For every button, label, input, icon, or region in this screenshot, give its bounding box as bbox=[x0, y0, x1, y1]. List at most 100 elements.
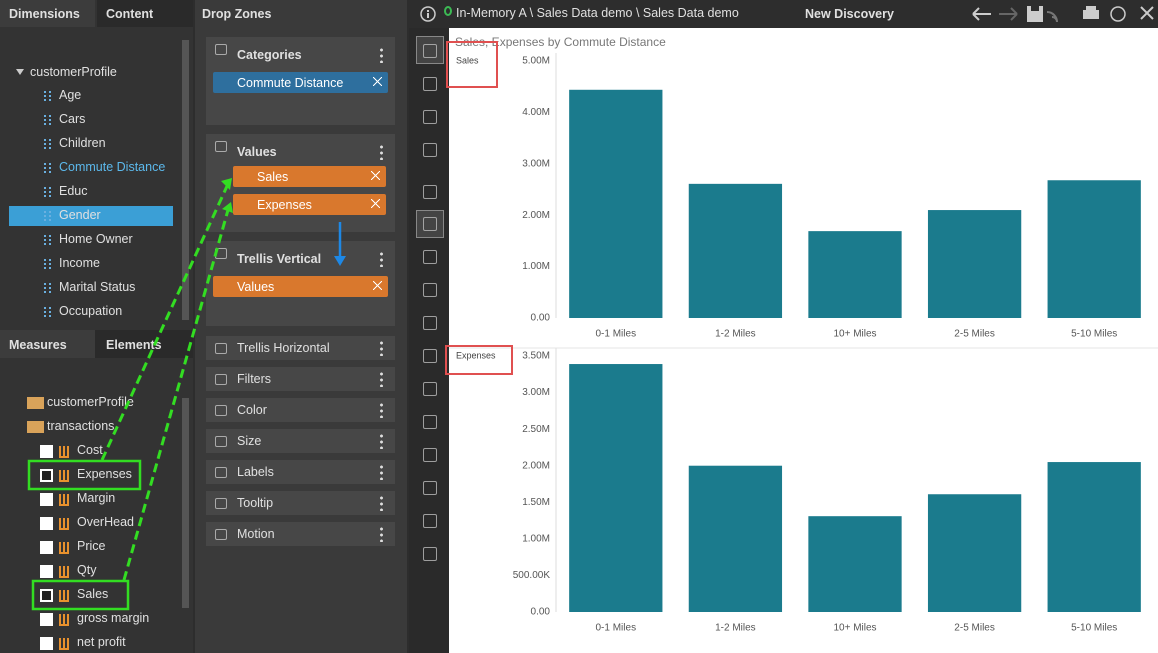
chip-remove[interactable] bbox=[371, 199, 380, 208]
zone-menu[interactable] bbox=[380, 340, 383, 356]
zone-label: Tooltip bbox=[237, 496, 273, 510]
tool-icon[interactable] bbox=[423, 217, 437, 231]
zone-menu[interactable] bbox=[380, 144, 383, 160]
zone-label: Size bbox=[237, 434, 261, 448]
folder[interactable]: customerProfile bbox=[47, 395, 134, 409]
checkbox[interactable] bbox=[40, 445, 53, 458]
zone-menu[interactable] bbox=[380, 495, 383, 511]
y-tick-label: 4.00M bbox=[522, 107, 550, 118]
scrollbar[interactable] bbox=[182, 398, 189, 608]
checkbox[interactable] bbox=[40, 565, 53, 578]
tool-icon[interactable] bbox=[423, 283, 437, 297]
tool-icon[interactable] bbox=[423, 514, 437, 528]
tab-label[interactable]: Content bbox=[106, 7, 153, 21]
checkbox[interactable] bbox=[40, 517, 53, 530]
expander[interactable] bbox=[16, 69, 24, 75]
checkbox[interactable] bbox=[40, 541, 53, 554]
measure-item[interactable]: Qty bbox=[77, 563, 96, 577]
tree-item[interactable]: Commute Distance bbox=[59, 160, 165, 174]
tree-item[interactable]: Home Owner bbox=[59, 232, 133, 246]
tool-icon[interactable] bbox=[423, 250, 437, 264]
chip-label[interactable]: Expenses bbox=[257, 198, 312, 212]
drop-zone bbox=[206, 367, 395, 391]
bar bbox=[689, 184, 782, 318]
zone-menu[interactable] bbox=[380, 47, 383, 63]
tool-icon[interactable] bbox=[423, 110, 437, 124]
measure-icon bbox=[59, 494, 69, 506]
zone-menu[interactable] bbox=[380, 402, 383, 418]
chart-title: Sales, Expenses by Commute Distance bbox=[455, 35, 666, 49]
scrollbar[interactable] bbox=[182, 40, 189, 320]
tool-icon[interactable] bbox=[423, 547, 437, 561]
y-tick-label: 2.50M bbox=[522, 424, 550, 435]
tool-icon[interactable] bbox=[423, 143, 437, 157]
tool-icon[interactable] bbox=[423, 349, 437, 363]
zone-menu[interactable] bbox=[380, 433, 383, 449]
tool-icon[interactable] bbox=[423, 481, 437, 495]
checkbox[interactable] bbox=[40, 493, 53, 506]
chip-remove[interactable] bbox=[373, 77, 382, 86]
chip-label[interactable]: Sales bbox=[257, 170, 288, 184]
zone-icon bbox=[215, 436, 227, 447]
tree-root[interactable]: customerProfile bbox=[30, 65, 117, 79]
measure-item[interactable]: Cost bbox=[77, 443, 103, 457]
checkbox[interactable] bbox=[40, 613, 53, 626]
tool-icon[interactable] bbox=[423, 415, 437, 429]
zone-label: Motion bbox=[237, 527, 275, 541]
field-icon bbox=[44, 283, 51, 293]
chip-remove[interactable] bbox=[371, 171, 380, 180]
checkbox[interactable] bbox=[40, 589, 53, 602]
tab-label[interactable]: Elements bbox=[106, 338, 162, 352]
checkbox[interactable] bbox=[40, 469, 53, 482]
zone-menu[interactable] bbox=[380, 464, 383, 480]
measure-item[interactable]: net profit bbox=[77, 635, 126, 649]
measure-item[interactable]: Expenses bbox=[77, 467, 132, 481]
measure-item[interactable]: Margin bbox=[77, 491, 115, 505]
y-tick-label: 1.00M bbox=[522, 261, 550, 272]
tool-icon[interactable] bbox=[423, 448, 437, 462]
measure-item[interactable]: Price bbox=[77, 539, 105, 553]
measure-item[interactable]: gross margin bbox=[77, 611, 149, 625]
zone-menu[interactable] bbox=[380, 251, 383, 267]
zone-icon bbox=[215, 141, 227, 152]
tree-item[interactable]: Occupation bbox=[59, 304, 122, 318]
checkbox[interactable] bbox=[40, 637, 53, 650]
tree-item[interactable]: Age bbox=[59, 88, 81, 102]
measure-item[interactable]: Sales bbox=[77, 587, 108, 601]
tree-item[interactable]: Cars bbox=[59, 112, 85, 126]
bar bbox=[569, 364, 662, 612]
measure-icon bbox=[59, 542, 69, 554]
tool-icon[interactable] bbox=[423, 77, 437, 91]
tree-item[interactable]: Gender bbox=[59, 208, 101, 222]
info-icon[interactable] bbox=[418, 4, 438, 24]
tree-item[interactable]: Income bbox=[59, 256, 100, 270]
tool-icon[interactable] bbox=[423, 44, 437, 58]
tree-item[interactable]: Children bbox=[59, 136, 106, 150]
tab-label[interactable]: Dimensions bbox=[9, 7, 80, 21]
tab-label[interactable]: Measures bbox=[9, 338, 67, 352]
field-icon bbox=[44, 163, 51, 173]
y-tick-label: 0.00 bbox=[531, 313, 551, 324]
chip-label[interactable]: Values bbox=[237, 280, 274, 294]
zone-menu[interactable] bbox=[380, 526, 383, 542]
zone-icon bbox=[215, 405, 227, 416]
zone-menu[interactable] bbox=[380, 371, 383, 387]
measure-item[interactable]: OverHead bbox=[77, 515, 134, 529]
tool-icon[interactable] bbox=[423, 382, 437, 396]
breadcrumb[interactable]: In-Memory A \ Sales Data demo \ Sales Da… bbox=[456, 6, 739, 20]
field-icon bbox=[44, 187, 51, 197]
measure-icon bbox=[59, 590, 69, 602]
tool-icon[interactable] bbox=[423, 316, 437, 330]
drop-zone bbox=[206, 460, 395, 484]
x-tick-label: 0-1 Miles bbox=[596, 623, 637, 634]
chip-label[interactable]: Commute Distance bbox=[237, 76, 343, 90]
chip[interactable] bbox=[233, 166, 386, 187]
tree-item[interactable]: Marital Status bbox=[59, 280, 135, 294]
chip-remove[interactable] bbox=[373, 281, 382, 290]
folder[interactable]: transactions bbox=[47, 419, 114, 433]
tree-item[interactable]: Educ bbox=[59, 184, 88, 198]
panel-title: Drop Zones bbox=[202, 7, 271, 21]
tool-icon[interactable] bbox=[423, 185, 437, 199]
y-tick-label: 2.00M bbox=[522, 460, 550, 471]
zone-icon bbox=[215, 498, 227, 509]
